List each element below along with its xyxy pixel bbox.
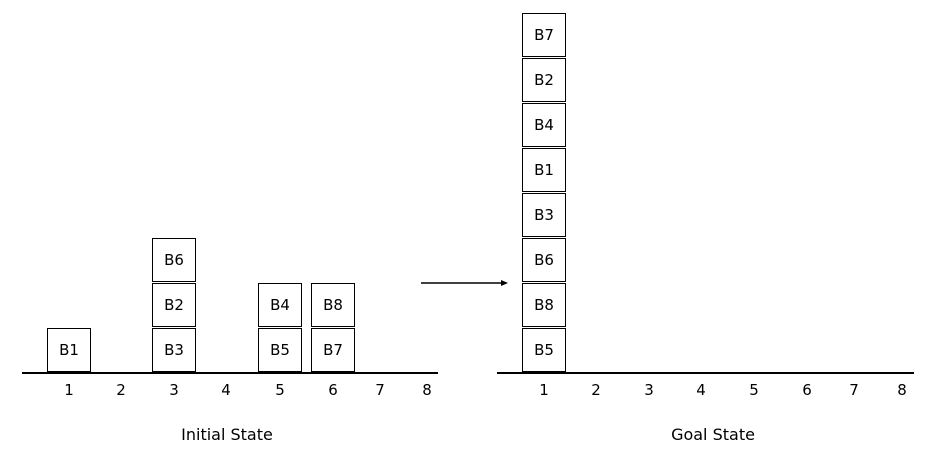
goal-block-b5: B5 — [522, 328, 566, 372]
goal-position-label-2: 2 — [591, 381, 601, 399]
goal-position-label-7: 7 — [849, 381, 859, 399]
initial-block-b4: B4 — [258, 283, 302, 327]
goal-block-b7: B7 — [522, 13, 566, 57]
initial-block-b6: B6 — [152, 238, 196, 282]
goal-position-label-3: 3 — [644, 381, 654, 399]
initial-block-b7: B7 — [311, 328, 355, 372]
initial-ground-line — [22, 372, 438, 374]
goal-block-b1: B1 — [522, 148, 566, 192]
goal-block-b2: B2 — [522, 58, 566, 102]
goal-position-label-8: 8 — [897, 381, 907, 399]
initial-block-b3: B3 — [152, 328, 196, 372]
initial-position-label-7: 7 — [375, 381, 385, 399]
goal-state-caption: Goal State — [671, 425, 755, 444]
goal-position-label-4: 4 — [696, 381, 706, 399]
goal-position-label-6: 6 — [802, 381, 812, 399]
goal-ground-line — [497, 372, 914, 374]
goal-block-b3: B3 — [522, 193, 566, 237]
goal-block-b8: B8 — [522, 283, 566, 327]
initial-position-label-6: 6 — [328, 381, 338, 399]
initial-state-caption: Initial State — [181, 425, 273, 444]
initial-block-b5: B5 — [258, 328, 302, 372]
goal-block-b4: B4 — [522, 103, 566, 147]
initial-position-label-1: 1 — [64, 381, 74, 399]
initial-block-b1: B1 — [47, 328, 91, 372]
initial-position-label-8: 8 — [422, 381, 432, 399]
initial-position-label-2: 2 — [116, 381, 126, 399]
initial-block-b8: B8 — [311, 283, 355, 327]
goal-position-label-1: 1 — [539, 381, 549, 399]
goal-block-b6: B6 — [522, 238, 566, 282]
initial-block-b2: B2 — [152, 283, 196, 327]
transition-arrow — [421, 280, 508, 286]
initial-position-label-3: 3 — [169, 381, 179, 399]
goal-position-label-5: 5 — [749, 381, 759, 399]
initial-position-label-5: 5 — [275, 381, 285, 399]
initial-position-label-4: 4 — [221, 381, 231, 399]
